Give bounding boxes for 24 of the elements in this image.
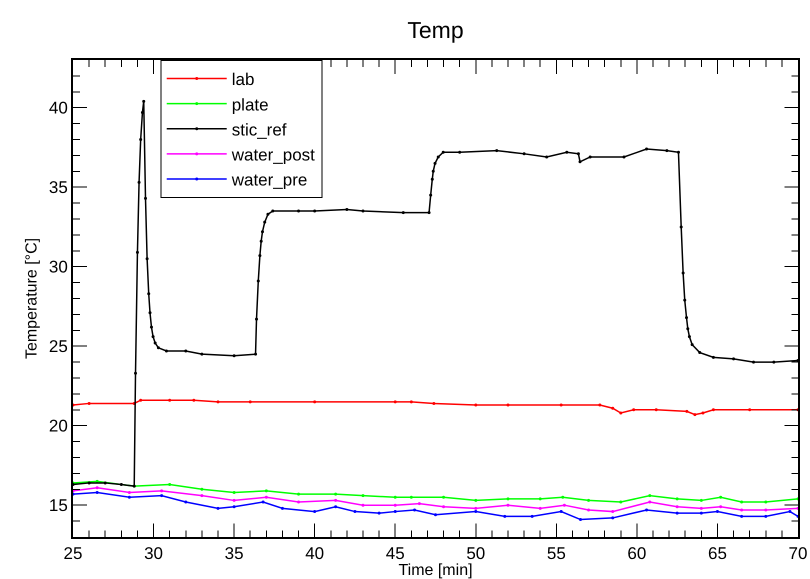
- x-tick-label: 50: [466, 544, 486, 564]
- x-tick-label: 60: [627, 544, 646, 564]
- y-tick-label: 15: [48, 496, 68, 516]
- x-tick-label: 30: [144, 544, 164, 564]
- legend-label: stic_ref: [232, 120, 287, 140]
- y-axis-title: Temperature [°C]: [23, 238, 40, 360]
- legend-label: lab: [232, 70, 254, 90]
- x-tick-label: 35: [224, 544, 244, 564]
- legend-label: plate: [232, 95, 269, 114]
- y-tick-label: 30: [48, 258, 68, 277]
- x-tick-label: 65: [708, 544, 727, 564]
- x-tick-label: 25: [64, 544, 82, 564]
- x-tick-label: 55: [546, 544, 566, 564]
- x-tick-label: 45: [386, 544, 405, 564]
- x-axis-title: Time [min]: [398, 562, 473, 579]
- legend-label: water_pre: [230, 170, 308, 190]
- legend-label: water_post: [230, 145, 316, 164]
- y-tick-label: 25: [48, 337, 68, 356]
- x-tick-label: 40: [305, 544, 324, 564]
- y-tick-label: 40: [48, 98, 68, 118]
- y-tick-label: 35: [48, 178, 68, 198]
- x-tick-label: 70: [788, 544, 808, 564]
- y-tick-label: 20: [48, 416, 68, 436]
- chart-title: Temp: [407, 17, 464, 44]
